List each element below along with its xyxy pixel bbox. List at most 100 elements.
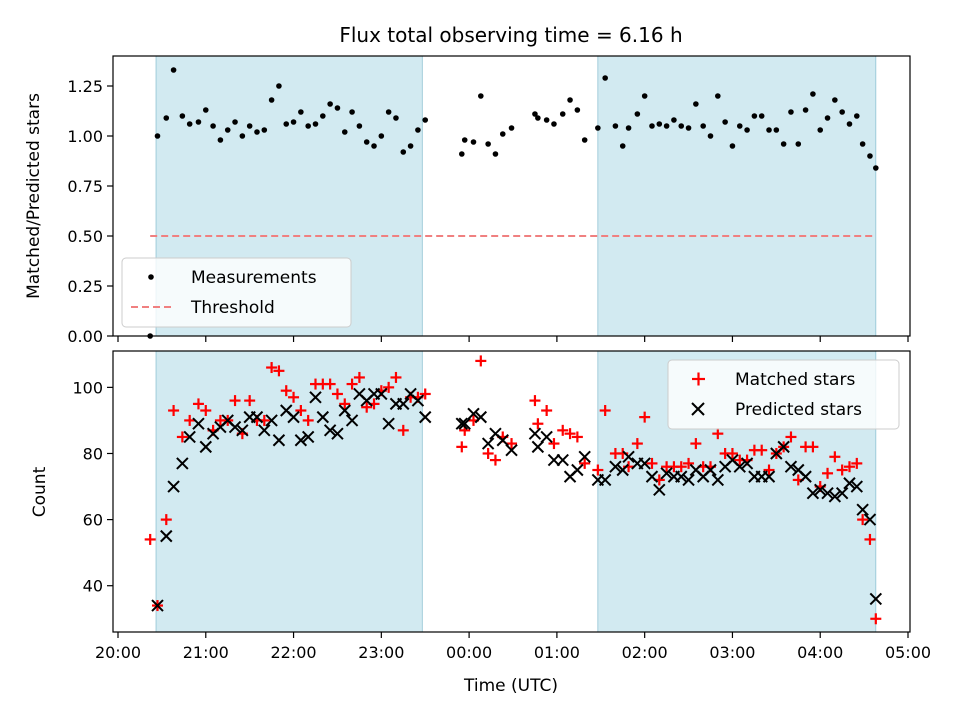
predicted-star-point: [455, 417, 469, 430]
measurement-point: [508, 125, 515, 131]
matched-star-point: [829, 451, 841, 463]
matched-star-point: [557, 424, 569, 436]
matched-star-point: [346, 378, 358, 390]
matched-star-point: [843, 461, 855, 473]
matched-star-point: [397, 424, 409, 436]
measurement-point: [649, 123, 655, 129]
measurement-point: [780, 141, 787, 147]
measurement-point: [693, 101, 699, 107]
measurement-point: [853, 113, 860, 119]
bottom-x-ticks: 20:00 21:00 22:00 23:00 00:00 01:00 02:00 03:00…: [95, 632, 931, 662]
legend-matched-marker: [692, 372, 705, 386]
measurement-point: [744, 127, 750, 133]
predicted-star-point: [382, 417, 395, 430]
measurement-point: [163, 115, 170, 121]
top-legend-box: [121, 257, 352, 328]
predicted-star-point: [660, 467, 673, 480]
legend-threshold-label: Threshold: [190, 298, 275, 318]
measurement-point: [154, 133, 161, 139]
predicted-star-point: [411, 394, 425, 407]
measurement-point: [320, 113, 326, 119]
chart-title: Flux total observing time = 6.16 h: [339, 23, 682, 47]
bottom-legend: Matched stars Predicted stars: [667, 359, 900, 430]
matched-star-point: [532, 418, 544, 430]
matched-star-point: [229, 395, 241, 407]
measurement-point: [195, 119, 202, 125]
measurement-point: [458, 151, 465, 157]
matched-star-point: [712, 428, 724, 440]
predicted-star-point: [250, 410, 264, 424]
predicted-star-point: [272, 434, 286, 447]
measurement-point: [385, 109, 392, 115]
matched-star-point: [331, 388, 343, 400]
measurement-point: [751, 113, 758, 119]
measurement-point: [802, 107, 809, 113]
matched-star-point: [419, 388, 431, 400]
predicted-stars-series: [151, 387, 883, 612]
matched-star-point: [456, 441, 468, 453]
predicted-star-point: [309, 391, 322, 404]
measurement-point: [232, 119, 238, 125]
matched-star-point: [160, 514, 172, 526]
y-tick-label: 0.25: [67, 277, 103, 296]
measurement-point: [334, 105, 341, 111]
predicted-star-point: [467, 407, 480, 421]
bottom-axes-frame: [112, 350, 911, 633]
measurement-point: [407, 143, 414, 149]
measurement-point: [532, 111, 538, 117]
legend-measurements-label: Measurements: [191, 268, 317, 288]
measurement-point: [327, 101, 333, 107]
x-axis-label: Time (UTC): [463, 676, 558, 696]
x-tick-label: 03:00: [709, 643, 755, 662]
matched-star-point: [168, 405, 180, 417]
measurement-point: [700, 123, 706, 129]
measurement-point: [619, 143, 626, 149]
measurement-point: [378, 133, 385, 139]
x-tick-label: 00:00: [446, 643, 492, 662]
predicted-star-point: [301, 430, 315, 444]
x-tick-label: 02:00: [622, 643, 668, 662]
predicted-star-point: [850, 480, 864, 493]
x-tick-label: 01:00: [534, 643, 580, 662]
predicted-star-point: [228, 420, 242, 434]
matched-star-point: [273, 365, 285, 377]
top-shaded-intervals: [155, 55, 877, 337]
matched-star-point: [646, 457, 658, 469]
measurement-point: [567, 97, 573, 103]
predicted-star-point: [160, 529, 173, 543]
top-axes-frame: [112, 55, 911, 337]
top-panel: 0.00 0.25 0.50 0.75 1.00 1.25 Flux total obse…: [24, 23, 911, 346]
measurement-point: [810, 91, 816, 97]
measurement-point: [602, 75, 608, 81]
measurement-point: [551, 121, 557, 127]
matched-star-point: [675, 461, 687, 473]
bottom-panel: 40 60 80 100 20:00 21:00 22:00 23:00 00:00 01:00…: [30, 350, 931, 696]
predicted-star-point: [843, 477, 856, 490]
measurement-point: [341, 129, 348, 135]
measurement-point: [224, 127, 231, 133]
legend-measurements-marker: [148, 274, 154, 280]
predicted-star-point: [784, 460, 798, 473]
y-tick-label: 60: [83, 511, 103, 530]
matched-star-point: [726, 447, 738, 459]
matched-star-point: [870, 613, 882, 625]
y-tick-label: 100: [72, 378, 103, 397]
measurement-point: [559, 111, 566, 117]
measurement-point: [393, 115, 399, 121]
measurement-point: [276, 83, 282, 89]
predicted-star-point: [265, 414, 278, 427]
measurement-point: [736, 123, 743, 129]
predicted-star-point: [167, 480, 180, 493]
y-tick-label: 40: [83, 577, 103, 596]
measurement-point: [422, 117, 429, 123]
measurement-point: [202, 107, 209, 113]
matched-star-point: [541, 405, 553, 417]
predicted-star-point: [806, 486, 820, 500]
matched-star-point: [592, 464, 604, 476]
predicted-star-point: [777, 440, 790, 454]
predicted-star-point: [609, 460, 622, 473]
matched-star-point: [302, 414, 314, 426]
predicted-star-point: [799, 470, 812, 483]
measurement-point: [170, 67, 177, 73]
